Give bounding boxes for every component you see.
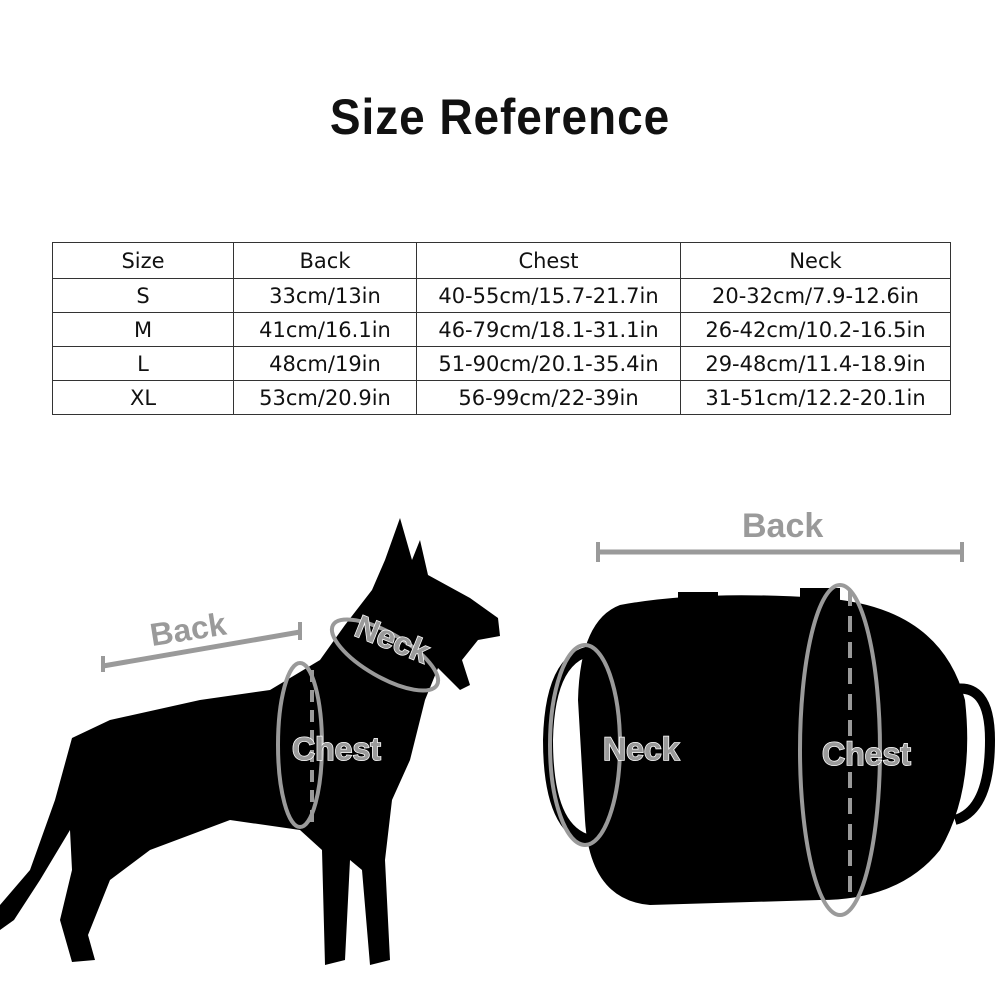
cell: 26-42cm/10.2-16.5in (680, 312, 951, 347)
cell: 40-55cm/15.7-21.7in (416, 278, 681, 313)
harness-silhouette (542, 588, 996, 905)
harness-neck-label: Neck (603, 731, 680, 767)
cell: 48cm/19in (233, 346, 417, 381)
harness-chest-measure-ring (798, 583, 882, 917)
cell: 20-32cm/7.9-12.6in (680, 278, 951, 313)
cell: XL (52, 380, 234, 415)
harness-back-label: Back (742, 507, 823, 545)
dog-chest-measure-ring (276, 661, 324, 829)
cell: 31-51cm/12.2-20.1in (680, 380, 951, 415)
size-table: Size Back Chest Neck S 33cm/13in 40-55cm/1… (52, 242, 951, 415)
cell: S (52, 278, 234, 313)
table-row: L 48cm/19in 51-90cm/20.1-35.4in 29-48cm/11.… (52, 346, 951, 381)
cell: 51-90cm/20.1-35.4in (416, 346, 681, 381)
cell: 53cm/20.9in (233, 380, 417, 415)
cell: 41cm/16.1in (233, 312, 417, 347)
dog-chest-label: Chest (292, 731, 381, 767)
harness-chest-label: Chest (822, 736, 911, 772)
table-row: XL 53cm/20.9in 56-99cm/22-39in 31-51cm/12.2… (52, 380, 951, 415)
header-chest: Chest (416, 242, 681, 279)
table-row: S 33cm/13in 40-55cm/15.7-21.7in 20-32cm/7.9… (52, 278, 951, 313)
dog-neck-measure-ring (329, 617, 441, 693)
header-neck: Neck (680, 242, 951, 279)
dog-back-measure-line (102, 629, 301, 669)
harness-neck-measure-ring (548, 643, 622, 847)
page-title: Size Reference (329, 89, 671, 145)
header-size: Size (52, 242, 234, 279)
dog-silhouette (0, 518, 500, 965)
cell: L (52, 346, 234, 381)
cell: 56-99cm/22-39in (416, 380, 681, 415)
